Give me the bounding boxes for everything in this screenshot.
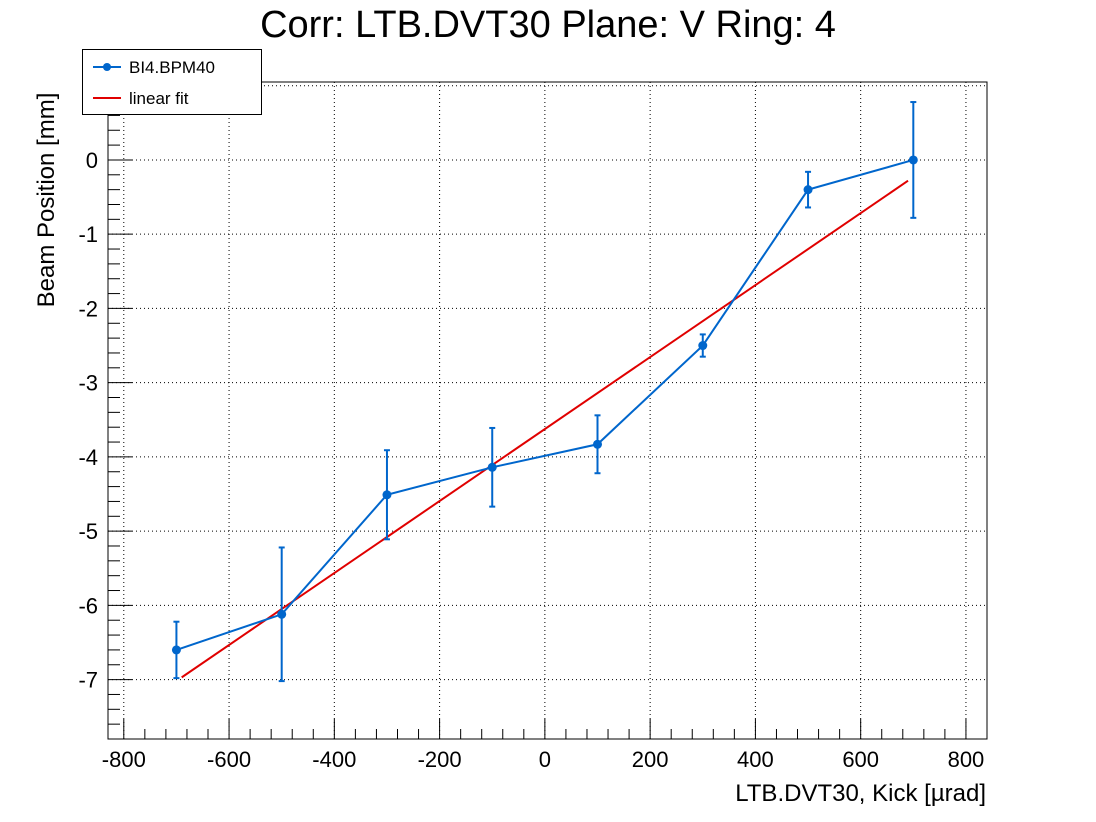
legend-marker-fit — [93, 97, 121, 99]
data-point — [593, 439, 603, 449]
data-point — [803, 185, 813, 195]
x-tick-label: -200 — [418, 747, 462, 772]
y-tick-label: -7 — [78, 668, 98, 693]
x-tick-label: 600 — [842, 747, 879, 772]
x-tick-label: 0 — [539, 747, 551, 772]
legend-entry-fit: linear fit — [91, 87, 261, 111]
legend: BI4.BPM40 linear fit — [82, 49, 262, 115]
series-line — [176, 158, 914, 651]
plot-frame — [107, 81, 988, 740]
axis-ticks — [108, 85, 967, 740]
y-tick-label: -6 — [78, 593, 98, 618]
x-tick-label: -600 — [207, 747, 251, 772]
x-axis-label: LTB.DVT30, Kick [µrad] — [735, 780, 986, 807]
data-point — [171, 645, 181, 655]
x-tick-label: 800 — [948, 747, 985, 772]
y-tick-label: -3 — [78, 371, 98, 396]
data-point — [487, 462, 497, 472]
fit-line — [181, 179, 909, 679]
x-tick-label: 400 — [737, 747, 774, 772]
y-tick-label: -4 — [78, 445, 98, 470]
chart-title: Corr: LTB.DVT30 Plane: V Ring: 4 — [260, 4, 836, 46]
legend-entry-bpm: BI4.BPM40 — [91, 56, 261, 80]
y-tick-label: -5 — [78, 519, 98, 544]
tick-labels: -800-600-400-200020040060080010-1-2-3-4-… — [78, 74, 984, 772]
legend-label-bpm: BI4.BPM40 — [129, 58, 215, 77]
data-point — [908, 155, 918, 165]
data-point — [698, 341, 708, 351]
y-axis-label: Beam Position [mm] — [33, 92, 60, 308]
data-point — [382, 490, 392, 500]
x-tick-label: -400 — [312, 747, 356, 772]
legend-label-fit: linear fit — [129, 89, 189, 108]
y-tick-label: -1 — [78, 222, 98, 247]
x-tick-label: 200 — [632, 747, 669, 772]
data-point — [277, 609, 287, 619]
series-layer — [171, 101, 918, 683]
x-tick-label: -800 — [102, 747, 146, 772]
legend-marker-bpm — [93, 63, 121, 71]
grid-lines — [108, 82, 987, 739]
y-tick-label: 0 — [86, 148, 98, 173]
y-tick-label: -2 — [78, 296, 98, 321]
